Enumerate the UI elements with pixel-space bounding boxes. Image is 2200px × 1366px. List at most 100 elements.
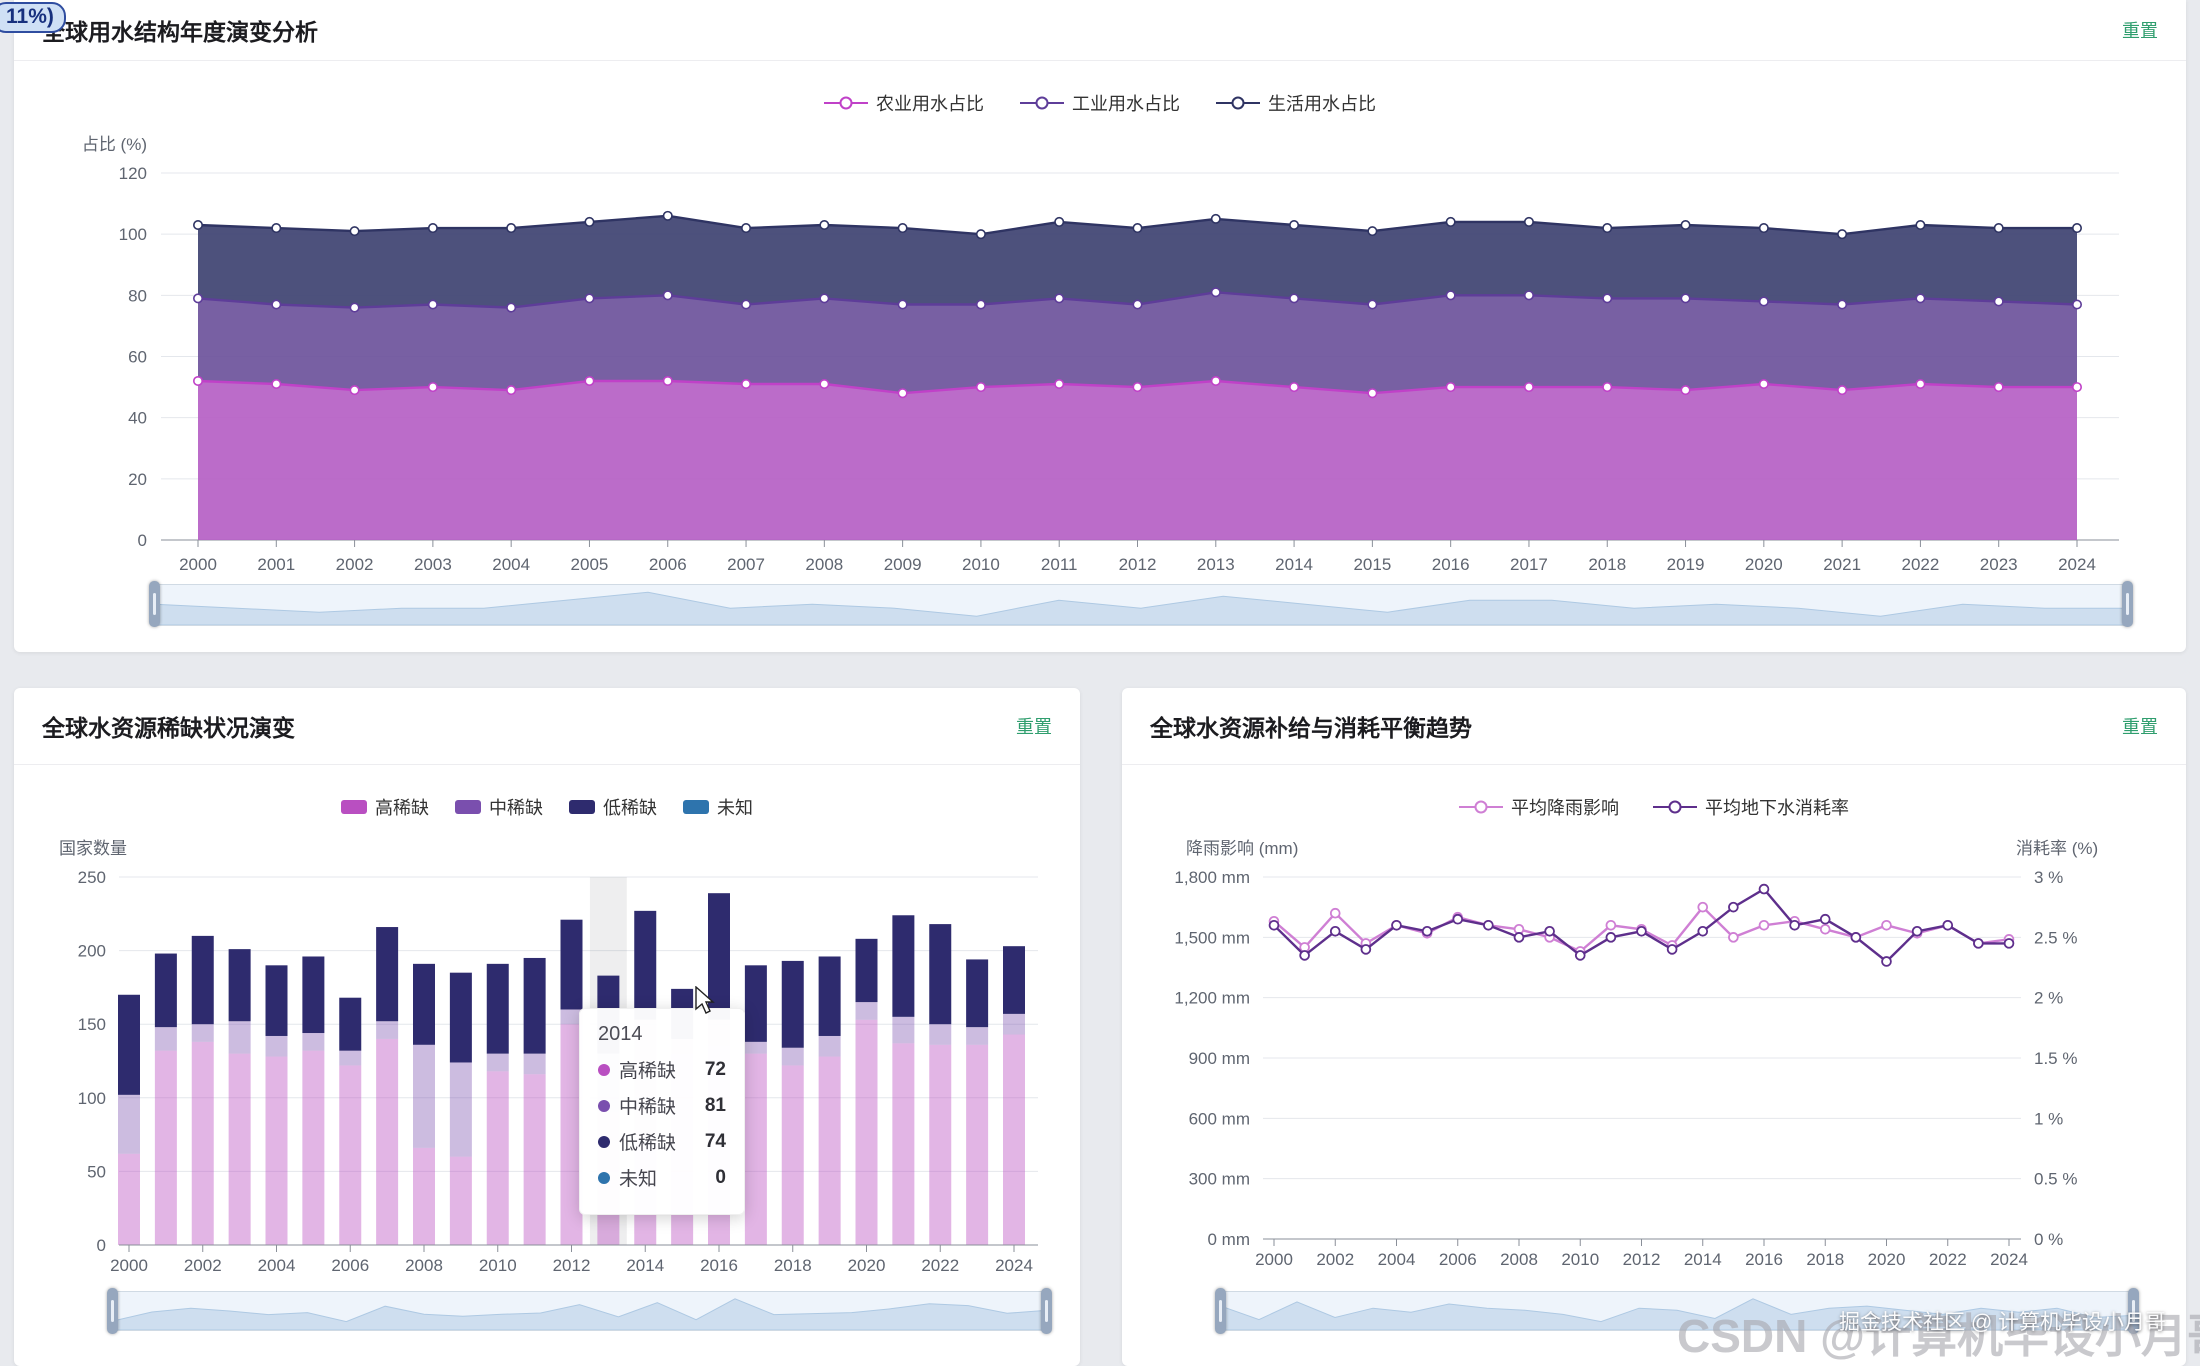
datazoom-slider-scarcity[interactable] [107, 1288, 1052, 1334]
svg-text:降雨影响 (mm): 降雨影响 (mm) [1186, 839, 1298, 858]
svg-text:300 mm: 300 mm [1189, 1170, 1250, 1189]
svg-text:2012: 2012 [553, 1256, 591, 1275]
svg-text:2004: 2004 [1378, 1250, 1416, 1269]
svg-text:150: 150 [78, 1015, 106, 1034]
legend-label: 生活用水占比 [1268, 94, 1376, 114]
svg-text:0 mm: 0 mm [1208, 1230, 1251, 1249]
svg-text:2020: 2020 [1745, 555, 1783, 574]
panel-title-balance: 全球水资源补给与消耗平衡趋势 [1150, 715, 1472, 741]
tooltip-row-高稀缺: 高稀缺 72 [598, 1056, 726, 1083]
dual-line-chart[interactable]: 0 mm 300 mm 600 mm 900 mm 1,200 mm 1,500 mm 1,… [1122, 688, 2186, 1366]
svg-text:2006: 2006 [1439, 1250, 1477, 1269]
panel-title-scarcity: 全球水资源稀缺状况演变 [42, 715, 295, 741]
svg-text:2002: 2002 [336, 555, 374, 574]
legend-swatch [569, 800, 595, 814]
legend-swatch [683, 800, 709, 814]
datazoom-slider-usage[interactable] [149, 581, 2133, 627]
reset-button-usage[interactable]: 重置 [2122, 21, 2158, 41]
svg-text:60: 60 [128, 348, 147, 367]
svg-text:2001: 2001 [257, 555, 295, 574]
legend-item-平均降雨影响[interactable]: 平均降雨影响 [1459, 794, 1619, 820]
datazoom-right-handle[interactable] [2128, 1288, 2139, 1334]
tooltip-series-label: 高稀缺 [619, 1061, 677, 1082]
tooltip-series-value: 81 [704, 1094, 726, 1116]
corner-badge: 11%) [0, 2, 66, 33]
svg-text:消耗率 (%): 消耗率 (%) [2016, 839, 2098, 858]
svg-text:3 %: 3 % [2034, 868, 2063, 887]
svg-text:2004: 2004 [492, 555, 530, 574]
svg-text:2015: 2015 [1353, 555, 1391, 574]
datazoom-slider-balance[interactable] [1215, 1288, 2139, 1334]
datazoom-left-handle[interactable] [149, 581, 160, 627]
svg-text:2008: 2008 [1500, 1250, 1538, 1269]
reset-button-balance[interactable]: 重置 [2122, 717, 2158, 737]
svg-text:2005: 2005 [571, 555, 609, 574]
mouse-cursor [695, 986, 715, 1014]
legend-swatch [341, 800, 367, 814]
svg-text:1,500 mm: 1,500 mm [1174, 928, 1250, 947]
tooltip-series-label: 低稀缺 [619, 1133, 677, 1154]
datazoom-right-handle[interactable] [1041, 1288, 1052, 1334]
legend-item-生活用水占比[interactable]: 生活用水占比 [1216, 90, 1376, 116]
tooltip-series-value: 0 [715, 1166, 726, 1188]
legend-item-农业用水占比[interactable]: 农业用水占比 [824, 90, 984, 116]
svg-text:2019: 2019 [1667, 555, 1705, 574]
svg-text:2011: 2011 [1041, 555, 1078, 574]
svg-text:20: 20 [128, 470, 147, 489]
svg-text:2006: 2006 [331, 1256, 369, 1275]
svg-text:2002: 2002 [184, 1256, 222, 1275]
stacked-area-chart[interactable]: 0 20 40 60 80 100 120 占比 (%) 2000 2001 2002 2003 200… [14, 0, 2186, 660]
reset-button-scarcity[interactable]: 重置 [1016, 717, 1052, 737]
panel-header: 全球水资源稀缺状况演变 重置 [14, 688, 1080, 765]
legend-label: 低稀缺 [603, 798, 657, 818]
tooltip-series-label: 未知 [619, 1169, 658, 1190]
svg-text:2006: 2006 [649, 555, 687, 574]
datazoom-left-handle[interactable] [107, 1288, 118, 1334]
svg-text:2024: 2024 [2058, 555, 2096, 574]
svg-text:120: 120 [119, 164, 147, 183]
svg-text:2023: 2023 [1980, 555, 2018, 574]
stacked-bar-chart[interactable]: 0 50 100 150 200 250 国家数量 2000 2002 2004 2006 2008 2… [14, 688, 1080, 1366]
legend-item-平均地下水消耗率[interactable]: 平均地下水消耗率 [1653, 794, 1849, 820]
svg-text:2009: 2009 [884, 555, 922, 574]
legend-item-高稀缺[interactable]: 高稀缺 [341, 794, 429, 820]
svg-text:2017: 2017 [1510, 555, 1548, 574]
datazoom-track[interactable] [113, 1292, 1046, 1330]
legend-swatch [455, 800, 481, 814]
svg-text:2024: 2024 [995, 1256, 1033, 1275]
svg-text:2000: 2000 [110, 1256, 148, 1275]
legend-item-低稀缺[interactable]: 低稀缺 [569, 794, 657, 820]
svg-text:2010: 2010 [479, 1256, 517, 1275]
tooltip-series-dot [598, 1171, 610, 1184]
datazoom-left-handle[interactable] [1215, 1288, 1226, 1334]
tooltip-series-label: 中稀缺 [619, 1097, 677, 1118]
svg-text:2022: 2022 [1929, 1250, 1967, 1269]
svg-text:2000: 2000 [179, 555, 217, 574]
datazoom-selection[interactable] [155, 585, 2127, 625]
legend-item-中稀缺[interactable]: 中稀缺 [455, 794, 543, 820]
legend-item-未知[interactable]: 未知 [683, 794, 753, 820]
svg-text:250: 250 [78, 868, 106, 887]
svg-text:占比 (%): 占比 (%) [82, 135, 147, 154]
legend-label: 平均降雨影响 [1511, 798, 1619, 818]
panel-water-usage: 全球用水结构年度演变分析 重置 农业用水占比 工业用水占比 生活用水占比 0 20 40… [14, 0, 2186, 652]
tooltip-row-低稀缺: 低稀缺 74 [598, 1128, 726, 1155]
tooltip-row-未知: 未知 0 [598, 1164, 726, 1191]
datazoom-right-handle[interactable] [2122, 581, 2133, 627]
datazoom-selection[interactable] [113, 1292, 1046, 1330]
svg-text:900 mm: 900 mm [1189, 1049, 1250, 1068]
datazoom-selection[interactable] [1221, 1292, 2133, 1330]
legend-label: 高稀缺 [375, 798, 429, 818]
datazoom-track[interactable] [155, 585, 2127, 625]
panel-water-scarcity: 全球水资源稀缺状况演变 重置 高稀缺 中稀缺 低稀缺 未知 0 50 100 150 200 2… [14, 688, 1080, 1366]
svg-text:2007: 2007 [727, 555, 765, 574]
legend-item-工业用水占比[interactable]: 工业用水占比 [1020, 90, 1180, 116]
tooltip-series-value: 74 [704, 1130, 726, 1152]
svg-text:1,800 mm: 1,800 mm [1174, 868, 1250, 887]
datazoom-track[interactable] [1221, 1292, 2133, 1330]
svg-text:600 mm: 600 mm [1189, 1109, 1250, 1128]
svg-text:2008: 2008 [405, 1256, 443, 1275]
watermark-juejin: 掘金技术社区 @ 计算机毕设小月哥 [1839, 1311, 2166, 1334]
svg-text:2004: 2004 [258, 1256, 296, 1275]
svg-text:2018: 2018 [774, 1256, 812, 1275]
